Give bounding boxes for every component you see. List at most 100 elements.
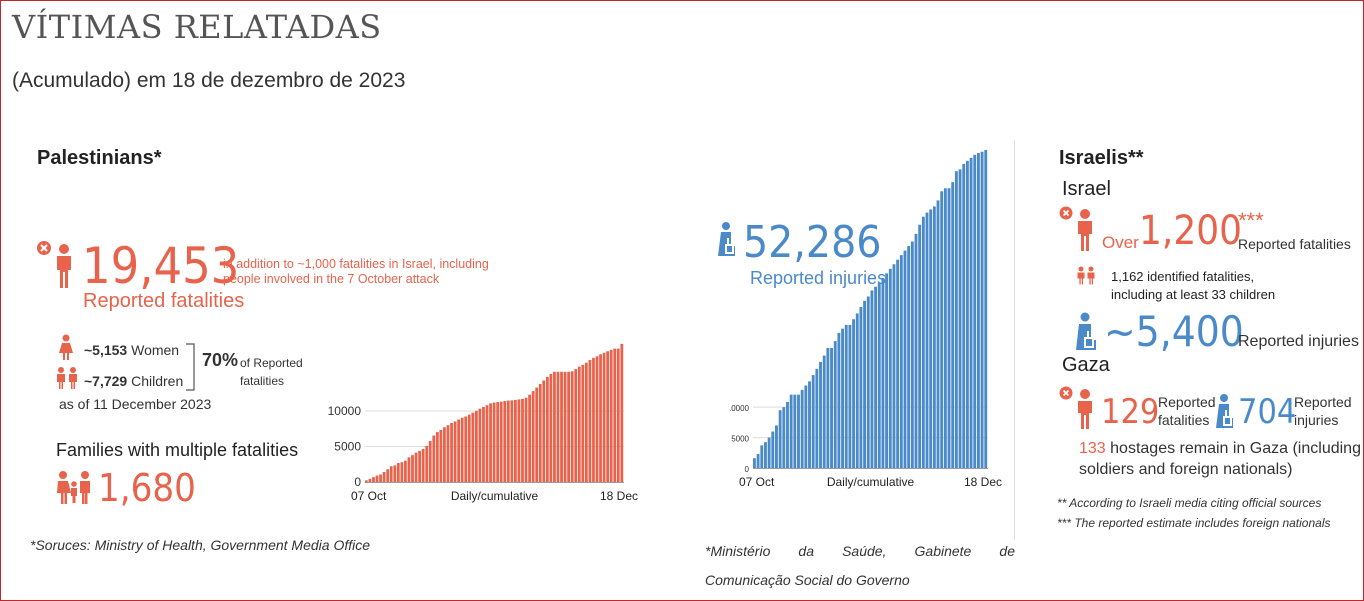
children-icon (57, 367, 77, 389)
percent-label-1: of Reported (240, 356, 303, 370)
family-icon (57, 471, 90, 504)
bar (503, 401, 507, 482)
y-tick-label: 5000 (731, 435, 749, 444)
israel-fatalities-stars: *** (1238, 208, 1264, 233)
bar (485, 405, 489, 482)
bar (826, 347, 830, 468)
bar (560, 371, 563, 482)
women-value: ~5,153 (84, 342, 128, 358)
bar (852, 319, 855, 468)
bar (863, 300, 867, 468)
x-end-label: 18 Dec (964, 475, 1002, 489)
bar (446, 425, 450, 482)
bar (407, 457, 411, 482)
bar (411, 455, 414, 482)
source-mid-line1: *Ministério da Saúde, Gabinete de (705, 543, 1015, 559)
bar (848, 324, 852, 468)
israel-injuries-value: ~5,400 (1104, 307, 1244, 356)
bar (577, 366, 581, 482)
bar (962, 163, 966, 468)
bar (778, 410, 782, 468)
bar (482, 406, 485, 482)
bar (936, 200, 940, 468)
bar (471, 412, 475, 482)
bar (804, 385, 808, 468)
x-start-label: 07 Oct (351, 489, 387, 503)
bar (855, 313, 859, 468)
bar (973, 154, 977, 468)
injured-person-icon (1076, 312, 1096, 350)
y-tick-label: 0 (354, 475, 361, 489)
palestinian-injuries-value: 52,286 (743, 217, 882, 268)
bar (556, 371, 560, 482)
bar (595, 356, 599, 482)
bar (510, 400, 514, 482)
israelis-heading: Israelis** (1059, 147, 1144, 169)
bar (474, 410, 478, 482)
bar (588, 360, 592, 482)
bar (439, 429, 443, 482)
bar (553, 371, 556, 482)
bar (958, 169, 962, 468)
bar (866, 296, 870, 468)
fatalities-chart: 0 5000 10000 07 Oct Daily/cumulative 18 Dec (328, 343, 638, 503)
injuries-chart: 0 5000 10000 07 Oct Daily/cumulative 18 Dec (730, 150, 1002, 489)
bar (782, 407, 786, 468)
bar (425, 445, 429, 482)
bar (368, 478, 372, 482)
bar (616, 348, 620, 482)
bar (940, 191, 944, 468)
children-value: ~7,729 (84, 373, 128, 389)
footnote-1: ** According to Israeli media citing off… (1057, 496, 1322, 510)
bar (833, 341, 837, 468)
women-stat: ~5,153 Women (84, 342, 179, 358)
bar (793, 394, 797, 468)
bar (764, 442, 767, 468)
bar (753, 458, 756, 468)
bar (896, 259, 900, 468)
bar (841, 328, 844, 468)
bar (379, 474, 382, 482)
bar (506, 400, 510, 482)
bar (786, 401, 789, 468)
bar (606, 351, 610, 482)
bar (538, 384, 542, 482)
bar (976, 152, 980, 468)
percent-label-2: fatalities (240, 374, 285, 388)
over-label: Over (1102, 233, 1139, 252)
bar (760, 445, 764, 468)
bar (921, 216, 925, 468)
bar (382, 471, 386, 482)
addition-note-line1: in addition to ~1,000 fatalities in Isra… (223, 257, 489, 271)
bar (489, 403, 492, 482)
gaza-injuries-value: 704 (1238, 392, 1297, 432)
bar (888, 268, 892, 468)
bar (414, 452, 418, 482)
israel-fatalities-label: Reported fatalities (1238, 236, 1351, 252)
children-icon (1077, 266, 1095, 285)
y-tick-label: 10000 (730, 404, 750, 413)
bar (396, 463, 400, 482)
page-title: VÍTIMAS RELATADAS (12, 8, 382, 46)
gaza-label: Gaza (1062, 354, 1110, 376)
israel-injuries-label: Reported injuries (1238, 333, 1359, 350)
bar (428, 440, 432, 482)
bar (496, 402, 500, 482)
bar (771, 431, 775, 468)
bar (602, 352, 606, 482)
bar (375, 475, 379, 482)
woman-icon (59, 334, 73, 360)
bar (400, 462, 404, 482)
gaza-injuries-label-2: injuries (1294, 412, 1339, 428)
women-label: Women (131, 342, 180, 358)
gaza-fatalities-label-2: fatalities (1158, 412, 1210, 428)
bar (932, 206, 936, 468)
bar (899, 255, 903, 468)
bar (592, 357, 595, 482)
bar (822, 355, 826, 468)
bar (464, 416, 468, 482)
hostages-line2: soldiers and foreign nationals) (1079, 461, 1293, 478)
hostages-value: 133 (1079, 440, 1106, 457)
bar (943, 188, 947, 469)
bar (535, 387, 539, 482)
